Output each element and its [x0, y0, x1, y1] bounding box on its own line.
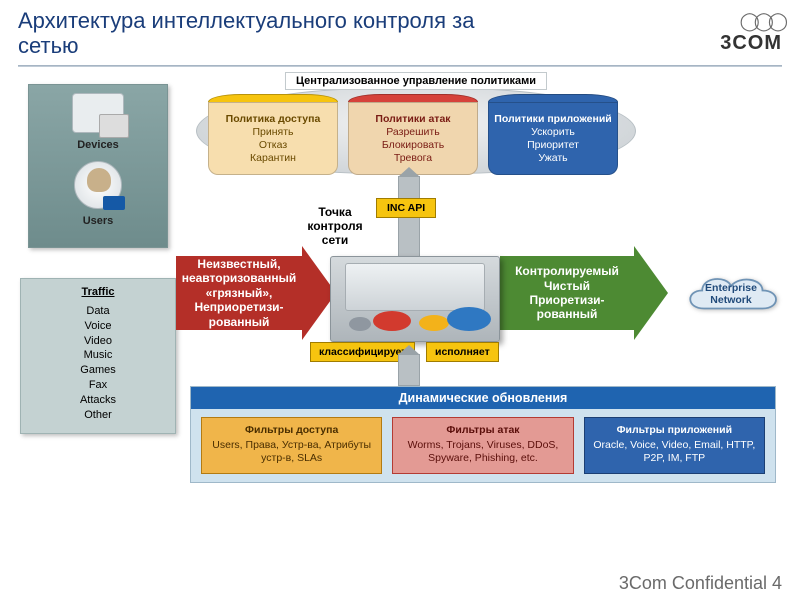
arrow-line: рованный [537, 307, 598, 321]
footer-text: 3Com Confidential 4 [619, 573, 782, 594]
cylinder-body: Политика доступа Принять Отказ Карантин [208, 102, 338, 175]
dynamic-updates-panel: Динамические обновления Фильтры доступа … [190, 386, 776, 483]
arrow-line: «грязный», [206, 286, 273, 300]
server-chip-icon [419, 315, 449, 331]
cylinder-title: Политики приложений [494, 113, 611, 125]
cylinder-line: Принять [213, 126, 333, 139]
vertical-connector-bottom [398, 354, 420, 386]
arrow-line: Неизвестный, [197, 257, 280, 271]
center-label-line: сети [322, 233, 348, 247]
cylinder-line: Блокировать [353, 139, 473, 152]
devices-icon [72, 93, 124, 133]
arrow-line: Приоретизи- [529, 293, 604, 307]
center-label-line: контроля [307, 219, 362, 233]
cloud-label: Network [710, 294, 751, 306]
tag-execute: исполняет [426, 342, 499, 362]
policy-cylinder-access: Политика доступа Принять Отказ Карантин [208, 94, 338, 175]
cylinder-body: Политики приложений Ускорить Приоритет У… [488, 102, 618, 175]
traffic-item: Attacks [25, 393, 171, 408]
server-chip-icon [447, 307, 491, 331]
filter-card-app: Фильтры приложений Oracle, Voice, Video,… [584, 417, 765, 474]
flow-arrow-unknown: Неизвестный, неавторизованный «грязный»,… [176, 246, 336, 340]
arrow-body: Контролируемый Чистый Приоретизи- рованн… [500, 256, 634, 330]
filter-card-title: Фильтры доступа [206, 424, 377, 437]
cylinder-line: Отказ [213, 139, 333, 152]
title-divider [18, 65, 782, 67]
page-title: Архитектура интеллектуального контроля з… [18, 8, 538, 59]
policy-cylinder-app: Политики приложений Ускорить Приоритет У… [488, 94, 618, 175]
arrow-body: Неизвестный, неавторизованный «грязный»,… [176, 256, 302, 330]
filter-card-body: Users, Права, Устр-ва, Атрибуты устр-в, … [212, 439, 371, 464]
cylinder-body: Политики атак Разрешить Блокировать Трев… [348, 102, 478, 175]
sidebar-panel: Devices Users [28, 84, 168, 248]
logo-rings-icon: ◯◯◯ [720, 11, 782, 32]
traffic-item: Voice [25, 319, 171, 334]
center-label-line: Точка [318, 205, 351, 219]
cylinder-line: Разрешить [353, 126, 473, 139]
server-plate [345, 263, 485, 311]
updates-title-bar: Динамические обновления [191, 387, 775, 409]
center-label: Точка контроля сети [290, 206, 380, 247]
platter-caption: Централизованное управление политиками [285, 72, 547, 90]
arrow-line: Контролируемый [515, 264, 619, 278]
flow-arrow-controlled: Контролируемый Чистый Приоретизи- рованн… [500, 246, 668, 340]
users-icon [74, 161, 122, 209]
inc-api-badge: INC API [376, 198, 436, 218]
filter-card-attack: Фильтры атак Worms, Trojans, Viruses, DD… [392, 417, 573, 474]
filter-card-title: Фильтры приложений [589, 424, 760, 437]
cylinder-line: Тревога [353, 152, 473, 165]
server-chip-icon [373, 311, 411, 331]
vertical-connector-top [398, 176, 420, 260]
users-label: Users [83, 215, 114, 227]
traffic-item: Other [25, 408, 171, 423]
cloud-label: Enterprise [705, 282, 757, 294]
traffic-item: Fax [25, 378, 171, 393]
cylinder-line: Карантин [213, 152, 333, 165]
network-control-point-icon [330, 256, 500, 342]
arrow-line: Неприоретизи- [194, 300, 283, 314]
filter-card-title: Фильтры атак [397, 424, 568, 437]
traffic-panel: Traffic Data Voice Video Music Games Fax… [20, 278, 176, 434]
arrow-line: рованный [209, 315, 270, 329]
cylinder-title: Политики атак [375, 113, 450, 125]
arrow-head-icon [634, 246, 668, 340]
filter-card-body: Oracle, Voice, Video, Email, HTTP, P2P, … [593, 439, 755, 464]
cylinder-line: Приоритет [493, 139, 613, 152]
traffic-item: Games [25, 363, 171, 378]
devices-label: Devices [77, 139, 119, 151]
arrow-line: неавторизованный [182, 271, 297, 285]
traffic-heading: Traffic [25, 285, 171, 300]
cylinder-title: Политика доступа [226, 113, 321, 125]
server-chip-icon [349, 317, 371, 331]
cylinder-line: Ускорить [493, 126, 613, 139]
cylinder-line: Ужать [493, 152, 613, 165]
brand-logo: ◯◯◯ 3COM [720, 11, 782, 55]
filter-card-body: Worms, Trojans, Viruses, DDoS, Spyware, … [408, 439, 559, 464]
traffic-item: Video [25, 334, 171, 349]
traffic-item: Music [25, 348, 171, 363]
filter-card-access: Фильтры доступа Users, Права, Устр-ва, А… [201, 417, 382, 474]
policy-cylinder-attack: Политики атак Разрешить Блокировать Трев… [348, 94, 478, 175]
enterprise-network-cloud-icon: Enterprise Network [676, 268, 786, 322]
traffic-item: Data [25, 304, 171, 319]
logo-text: 3COM [720, 32, 782, 55]
arrow-line: Чистый [544, 279, 590, 293]
